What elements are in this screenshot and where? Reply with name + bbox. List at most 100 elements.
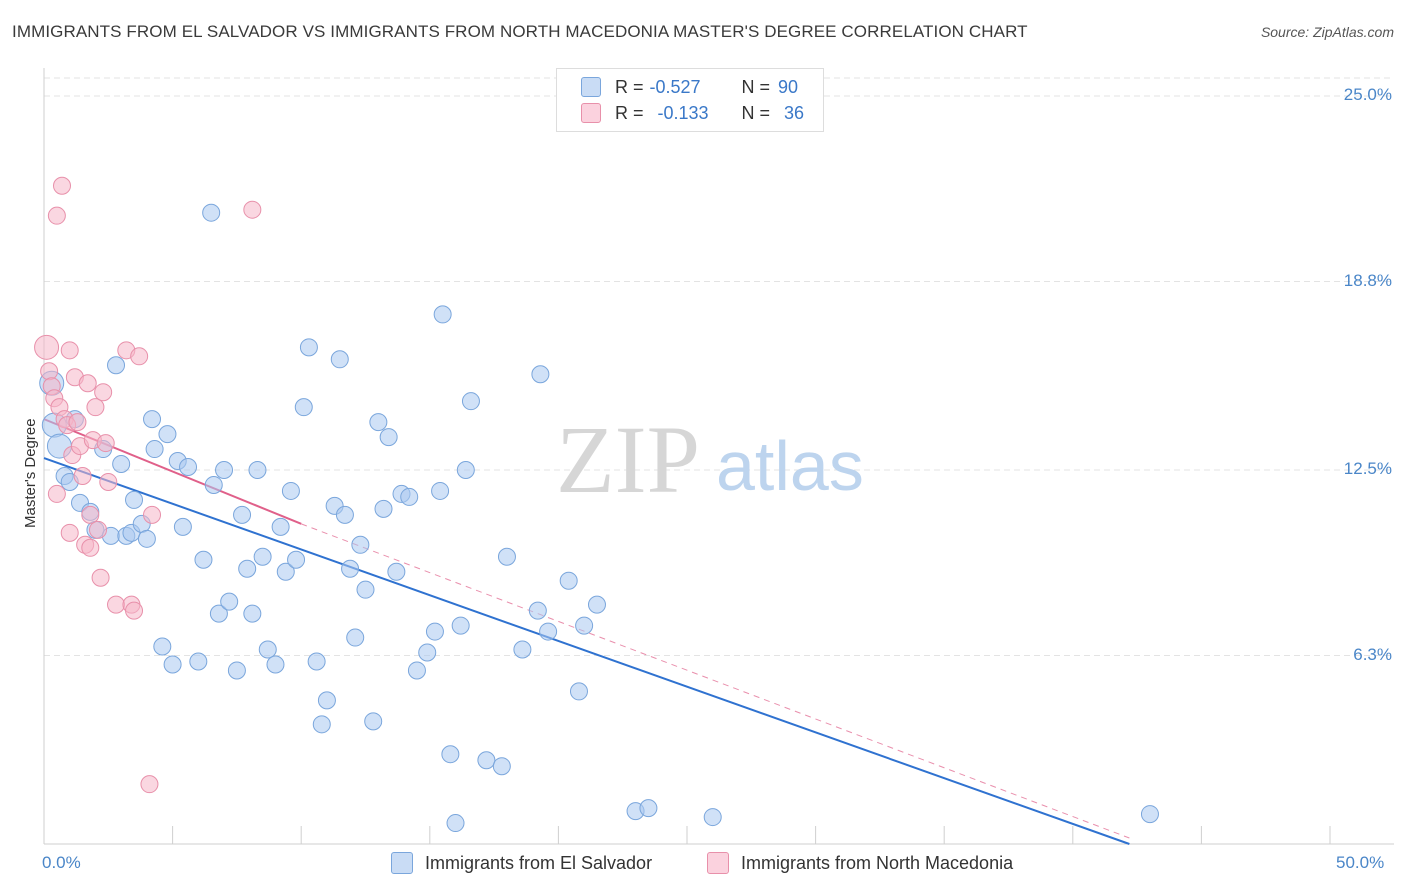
legend-row-north-macedonia: R = -0.133 N = 36 (581, 101, 804, 125)
point-el-salvador-44 (287, 550, 306, 569)
y-tick-label-0: 6.3% (1353, 644, 1392, 664)
legend-r-value: -0.133 (657, 102, 709, 123)
legend-label-el-salvador: Immigrants from El Salvador (425, 852, 653, 873)
point-el-salvador-43 (281, 481, 300, 500)
point-north-macedonia-16 (73, 466, 92, 485)
point-el-salvador-83 (575, 616, 594, 635)
point-el-salvador-17 (137, 529, 156, 548)
point-el-salvador-88 (1140, 805, 1159, 824)
point-el-salvador-75 (492, 757, 511, 776)
point-el-salvador-22 (163, 655, 182, 674)
point-north-macedonia-4 (47, 484, 66, 503)
point-el-salvador-33 (227, 661, 246, 680)
point-el-salvador-73 (461, 392, 480, 411)
series-legend: Immigrants from El Salvador Immigrants f… (0, 852, 1406, 878)
point-north-macedonia-14 (68, 413, 87, 432)
legend-swatch-el-salvador (391, 852, 413, 874)
point-el-salvador-40 (266, 655, 285, 674)
point-el-salvador-12 (112, 455, 131, 474)
point-el-salvador-11 (107, 356, 126, 375)
point-el-salvador-59 (374, 499, 393, 518)
point-el-salvador-65 (418, 643, 437, 662)
point-el-salvador-21 (158, 425, 177, 444)
legend-n-value: 90 (778, 76, 799, 97)
point-el-salvador-70 (446, 814, 465, 833)
point-north-macedonia-22 (86, 398, 105, 417)
point-el-salvador-74 (477, 751, 496, 770)
point-el-salvador-56 (356, 580, 375, 599)
point-el-salvador-60 (379, 428, 398, 447)
y-tick-label-3: 25.0% (1343, 85, 1392, 104)
point-el-salvador-20 (153, 637, 172, 656)
point-north-macedonia-32 (130, 347, 149, 366)
point-el-salvador-30 (209, 604, 228, 623)
point-north-macedonia-10 (60, 341, 79, 360)
point-el-salvador-18 (143, 410, 162, 429)
watermark: ZIP atlas (556, 406, 864, 513)
y-tick-label-1: 12.5% (1343, 459, 1392, 478)
point-el-salvador-49 (317, 691, 336, 710)
data-points (34, 176, 1159, 833)
point-north-macedonia-7 (53, 176, 72, 195)
point-el-salvador-37 (248, 461, 267, 479)
point-el-salvador-79 (531, 365, 550, 384)
x-tick-label-min: 0.0% (42, 853, 81, 872)
point-el-salvador-81 (559, 571, 578, 590)
point-el-salvador-36 (243, 604, 262, 623)
y-tick-label-2: 18.8% (1343, 270, 1392, 290)
watermark-atlas: atlas (716, 427, 864, 505)
point-north-macedonia-24 (91, 568, 110, 587)
legend-swatch-el-salvador (581, 77, 601, 97)
point-el-salvador-42 (276, 562, 295, 581)
legend-r-label: R = (615, 102, 644, 123)
point-el-salvador-15 (125, 490, 144, 509)
legend-swatch-north-macedonia (581, 103, 601, 123)
point-north-macedonia-31 (125, 601, 144, 620)
legend-label-north-macedonia: Immigrants from North Macedonia (741, 852, 1014, 873)
point-north-macedonia-34 (243, 200, 262, 219)
point-north-macedonia-5 (47, 206, 66, 225)
point-north-macedonia-1 (40, 362, 59, 381)
point-el-salvador-24 (173, 517, 192, 536)
point-el-salvador-26 (189, 652, 208, 671)
point-north-macedonia-28 (107, 595, 126, 614)
point-north-macedonia-20 (81, 538, 100, 557)
point-el-salvador-72 (456, 461, 475, 479)
point-el-salvador-76 (497, 547, 516, 566)
point-el-salvador-34 (233, 505, 252, 524)
point-el-salvador-45 (294, 398, 313, 417)
point-el-salvador-80 (539, 622, 558, 641)
point-north-macedonia-19 (81, 505, 100, 524)
point-el-salvador-52 (335, 505, 354, 524)
point-el-salvador-57 (364, 712, 383, 731)
point-el-salvador-25 (179, 458, 198, 477)
point-el-salvador-53 (341, 559, 360, 578)
point-el-salvador-66 (425, 622, 444, 641)
watermark-zip: ZIP (556, 406, 700, 513)
point-north-macedonia-25 (94, 383, 113, 402)
point-el-salvador-71 (451, 616, 470, 635)
point-el-salvador-39 (258, 640, 277, 659)
point-el-salvador-29 (204, 475, 223, 494)
point-north-macedonia-27 (99, 472, 118, 491)
point-el-salvador-48 (312, 715, 331, 734)
point-el-salvador-77 (513, 640, 532, 659)
legend-n-label: N = (741, 102, 771, 123)
point-north-macedonia-33 (143, 505, 162, 524)
point-el-salvador-84 (587, 595, 606, 614)
point-el-salvador-38 (253, 547, 272, 566)
legend-item-north-macedonia: Immigrants from North Macedonia (707, 852, 1013, 874)
point-north-macedonia-0 (34, 334, 60, 360)
point-el-salvador-78 (528, 601, 547, 620)
legend-r-label: R = (615, 76, 644, 97)
point-el-salvador-69 (441, 745, 460, 764)
point-el-salvador-58 (369, 413, 388, 432)
trend-line-0 (43, 457, 1130, 845)
point-el-salvador-46 (299, 338, 318, 357)
chart-title: IMMIGRANTS FROM EL SALVADOR VS IMMIGRANT… (12, 22, 1028, 41)
legend-r-value: -0.527 (649, 76, 701, 97)
point-el-salvador-47 (307, 652, 326, 671)
point-north-macedonia-26 (96, 434, 115, 453)
point-north-macedonia-23 (89, 520, 108, 539)
